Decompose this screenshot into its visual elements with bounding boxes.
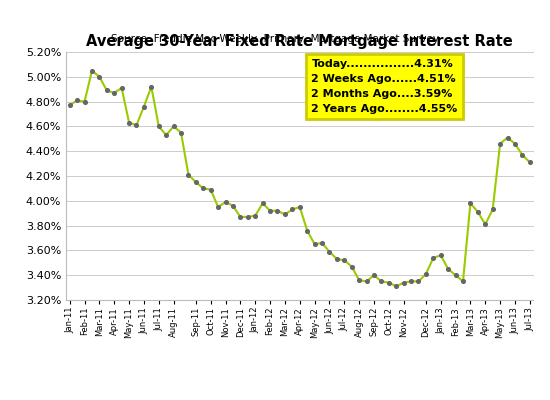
Point <box>147 84 156 90</box>
Point <box>80 98 89 105</box>
Point <box>317 240 326 246</box>
Point <box>436 252 445 258</box>
Point <box>474 209 482 215</box>
Point <box>384 280 393 286</box>
Point <box>273 208 282 214</box>
Point <box>310 241 319 248</box>
Point <box>451 272 460 278</box>
Point <box>221 199 230 205</box>
Point <box>525 159 534 166</box>
Point <box>459 278 468 285</box>
Point <box>117 85 126 91</box>
Point <box>140 103 148 110</box>
Point <box>377 278 386 285</box>
Point <box>132 122 141 128</box>
Point <box>236 214 245 220</box>
Point <box>87 68 96 74</box>
Point <box>184 172 193 178</box>
Point <box>444 266 453 272</box>
Point <box>421 271 430 277</box>
Point <box>414 278 423 285</box>
Point <box>355 277 364 283</box>
Point <box>191 179 200 186</box>
Point <box>466 200 475 206</box>
Text: Today................4.31%
2 Weeks Ago......4.51%
2 Months Ago....3.59%
2 Years : Today................4.31% 2 Weeks Ago..… <box>311 60 458 114</box>
Point <box>258 200 267 206</box>
Point <box>244 214 252 220</box>
Point <box>392 283 400 290</box>
Point <box>429 255 438 261</box>
Point <box>347 263 356 270</box>
Point <box>325 248 334 255</box>
Point <box>362 278 371 285</box>
Point <box>162 132 170 138</box>
Point <box>251 212 260 219</box>
Point <box>73 97 81 104</box>
Point <box>488 206 497 213</box>
Point <box>340 257 349 264</box>
Point <box>266 208 274 214</box>
Point <box>503 134 512 141</box>
Point <box>399 280 408 286</box>
Point <box>370 272 378 278</box>
Point <box>229 202 238 209</box>
Title: Average 30-Year Fixed Rate Mortgage Interest Rate: Average 30-Year Fixed Rate Mortgage Inte… <box>86 34 513 50</box>
Point <box>295 204 304 210</box>
Point <box>510 140 519 147</box>
Point <box>110 90 119 96</box>
Point <box>65 102 74 108</box>
Text: Source: Freddie Mac Weekly  Primary  Mortgage Market Survey: Source: Freddie Mac Weekly Primary Mortg… <box>111 34 439 44</box>
Point <box>177 130 185 136</box>
Point <box>280 211 289 218</box>
Point <box>169 123 178 130</box>
Point <box>288 206 297 213</box>
Point <box>155 123 163 130</box>
Point <box>496 140 504 147</box>
Point <box>332 256 341 262</box>
Point <box>125 120 134 126</box>
Point <box>206 186 215 193</box>
Point <box>102 87 111 94</box>
Point <box>214 204 223 210</box>
Point <box>95 74 104 80</box>
Point <box>199 185 208 192</box>
Point <box>518 152 527 158</box>
Point <box>481 221 490 228</box>
Point <box>302 227 311 234</box>
Point <box>406 278 415 285</box>
